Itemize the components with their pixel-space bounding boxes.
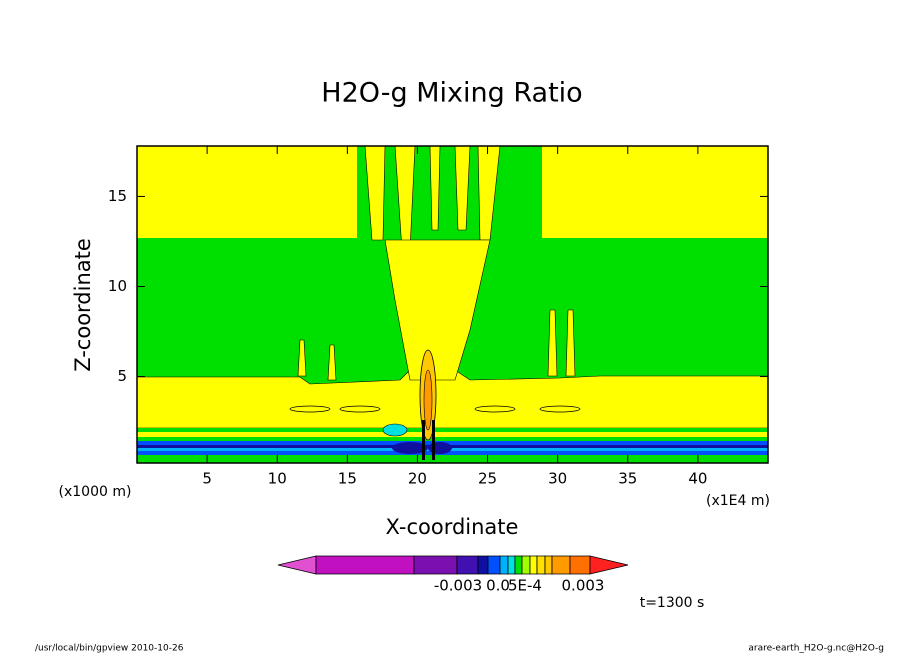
x-tick-label: 5 — [202, 470, 212, 488]
colorbar-swatch — [589, 555, 629, 575]
colorbar-swatch — [456, 555, 479, 575]
colorbar-swatch — [315, 555, 415, 575]
colorbar-swatch — [507, 555, 516, 575]
colorbar-swatch — [521, 555, 531, 575]
colorbar-swatch — [529, 555, 538, 575]
plot-frame — [136, 145, 769, 464]
y-tick-label: 10 — [108, 277, 127, 295]
colorbar-swatch — [551, 555, 571, 575]
y-units: (x1000 m) — [59, 484, 132, 500]
colorbar-tick-label: -0.003 — [434, 577, 482, 595]
colorbar-swatch — [544, 555, 553, 575]
colorbar-tick-label: 5E-4 — [508, 577, 542, 595]
colorbar-tick-label: 0.003 — [562, 577, 605, 595]
footer-right: arare-earth_H2O-g.nc@H2O-g — [748, 644, 884, 654]
colorbar-swatch — [514, 555, 523, 575]
colorbar-swatch — [487, 555, 501, 575]
x-units: (x1E4 m) — [706, 493, 770, 509]
x-axis-label: X-coordinate — [386, 515, 519, 539]
colorbar-swatch — [536, 555, 546, 575]
colorbar-swatch — [413, 555, 458, 575]
colorbar-swatch — [499, 555, 509, 575]
x-tick-label: 10 — [268, 470, 287, 488]
x-tick-label: 40 — [688, 470, 707, 488]
time-label: t=1300 s — [640, 595, 705, 611]
x-tick-label: 35 — [618, 470, 637, 488]
x-tick-label: 25 — [478, 470, 497, 488]
y-tick-label: 15 — [108, 187, 127, 205]
y-tick-label: 5 — [117, 367, 127, 385]
x-tick-label: 20 — [408, 470, 427, 488]
contour-field — [136, 145, 769, 463]
y-axis-label: Z-coordinate — [71, 238, 95, 372]
chart-title: H2O-g Mixing Ratio — [321, 78, 582, 109]
x-tick-label: 15 — [338, 470, 357, 488]
colorbar-swatch — [277, 555, 317, 575]
colorbar-swatch — [569, 555, 591, 575]
footer-left: /usr/local/bin/gpview 2010-10-26 — [35, 644, 184, 654]
colorbar-tick-label: 0.0 — [486, 577, 510, 595]
colorbar-swatch — [477, 555, 489, 575]
x-tick-label: 30 — [548, 470, 567, 488]
